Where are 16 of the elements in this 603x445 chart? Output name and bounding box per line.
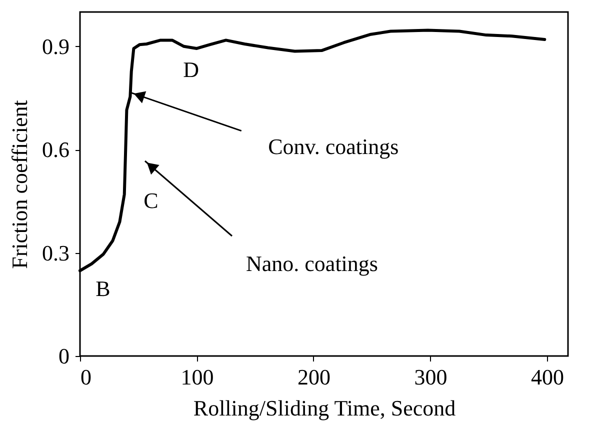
x-tick-label: 0 (80, 364, 92, 390)
annotation: B (96, 276, 110, 301)
x-tick-label: 200 (297, 364, 330, 390)
annotation: Conv. coatings (268, 134, 399, 159)
annotation: Nano. coatings (246, 251, 378, 276)
x-tick-label: 400 (530, 364, 564, 390)
x-tick-label: 100 (180, 364, 214, 390)
annotation: D (183, 57, 199, 82)
y-tick-label: 0.6 (42, 137, 70, 162)
y-tick-label: 0.9 (42, 34, 70, 59)
x-tick-label: 300 (414, 364, 448, 390)
y-tick-label: 0 (58, 344, 70, 368)
y-tick-label: 0.3 (42, 240, 70, 266)
x-axis-title: Rolling/Sliding Time, Second (193, 396, 456, 420)
y-axis-title: Friction coefficient (7, 100, 32, 269)
annotation: C (144, 188, 158, 213)
